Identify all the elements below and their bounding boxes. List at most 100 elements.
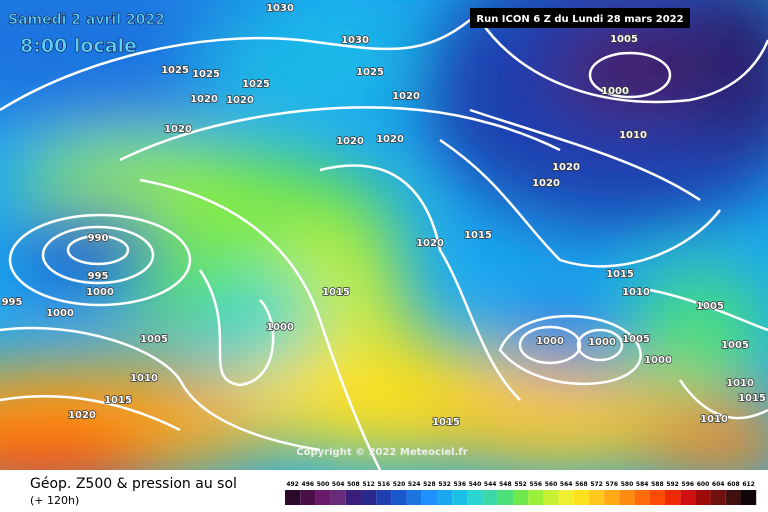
- scale-label: 524: [408, 481, 421, 488]
- scale-swatch: [285, 490, 301, 505]
- isobar-label: 1020: [226, 95, 254, 106]
- scale-label: 600: [697, 481, 710, 488]
- scale-swatch: [376, 490, 392, 505]
- scale-swatch: [437, 490, 453, 505]
- scale-label: 548: [499, 481, 512, 488]
- date: Samedi 2 avril 2022: [8, 12, 165, 28]
- isobar-label: 1000: [601, 86, 629, 97]
- run-info: Run ICON 6 Z du Lundi 28 mars 2022: [476, 14, 683, 25]
- footer-subtitle: (+ 120h): [30, 494, 79, 507]
- isobar-label: 1000: [86, 287, 114, 298]
- scale-label: 492: [286, 481, 299, 488]
- scale-swatch: [573, 490, 589, 505]
- isobar-label: 1015: [104, 395, 132, 406]
- isobar-label: 1020: [68, 410, 96, 421]
- isobar-label: 1000: [46, 308, 74, 319]
- isobar-label: 1015: [606, 269, 634, 280]
- isobar-label: 1015: [322, 287, 350, 298]
- scale-swatch: [467, 490, 483, 505]
- scale-swatch: [665, 490, 681, 505]
- scale-swatch: [452, 490, 468, 505]
- scale-label: 568: [575, 481, 588, 488]
- isobar-label: 1015: [432, 417, 460, 428]
- isobar-label: 1000: [266, 322, 294, 333]
- scale-swatch: [482, 490, 498, 505]
- scale-swatch: [300, 490, 316, 505]
- scale-label: 544: [484, 481, 497, 488]
- scale-swatch: [589, 490, 605, 505]
- isobar-label: 1020: [164, 124, 192, 135]
- isobar-label: 1020: [392, 91, 420, 102]
- isobar-label: 1000: [588, 337, 616, 348]
- scale-swatch: [513, 490, 529, 505]
- isobar-label: 1020: [532, 178, 560, 189]
- isobar-label: 1015: [464, 230, 492, 241]
- isobar-label: 1010: [619, 130, 647, 141]
- scale-swatch: [649, 490, 665, 505]
- scale-swatch: [710, 490, 726, 505]
- scale-label: 536: [454, 481, 467, 488]
- isobar-label: 1005: [622, 334, 650, 345]
- isobar-label: 990: [88, 233, 109, 244]
- isobar-label: 1005: [610, 34, 638, 45]
- scale-label: 508: [347, 481, 360, 488]
- footer-title: Géop. Z500 & pression au sol: [30, 476, 237, 492]
- scale-label: 560: [545, 481, 558, 488]
- isobar-label: 1000: [644, 355, 672, 366]
- scale-swatch: [543, 490, 559, 505]
- scale-swatch: [406, 490, 422, 505]
- scale-label: 596: [682, 481, 695, 488]
- isobar-label: 995: [2, 297, 23, 308]
- isobar-label: 1020: [416, 238, 444, 249]
- scale-swatch: [345, 490, 361, 505]
- scale-swatch: [361, 490, 377, 505]
- scale-label: 608: [727, 481, 740, 488]
- run-box: [470, 8, 690, 28]
- scale-swatch: [634, 490, 650, 505]
- scale-swatch: [725, 490, 741, 505]
- scale-swatch: [528, 490, 544, 505]
- scale-swatch: [604, 490, 620, 505]
- isobar-label: 1010: [622, 287, 650, 298]
- scale-swatch: [619, 490, 635, 505]
- scale-swatch: [421, 490, 437, 505]
- scale-label: 612: [742, 481, 755, 488]
- scale-label: 604: [712, 481, 725, 488]
- scale-swatch: [315, 490, 331, 505]
- isobar-label: 1020: [336, 136, 364, 147]
- scale-label: 576: [606, 481, 619, 488]
- isobar-label: 1020: [552, 162, 580, 173]
- scale-label: 516: [378, 481, 391, 488]
- isobar-label: 1005: [140, 334, 168, 345]
- scale-label: 556: [530, 481, 543, 488]
- isobar-label: 1005: [721, 340, 749, 351]
- isobar-label: 1010: [700, 414, 728, 425]
- isobar-label: 1005: [696, 301, 724, 312]
- scale-swatch: [695, 490, 711, 505]
- isobar-label: 995: [88, 271, 109, 282]
- isobar-label: 1025: [161, 65, 189, 76]
- scale-label: 540: [469, 481, 482, 488]
- isobar-label: 1025: [356, 67, 384, 78]
- scale-label: 504: [332, 481, 345, 488]
- isobar-label: 1020: [190, 94, 218, 105]
- scale-label: 528: [423, 481, 436, 488]
- isobar-label: 1020: [376, 134, 404, 145]
- scale-swatch: [497, 490, 513, 505]
- scale-label: 584: [636, 481, 649, 488]
- isobar-label: 1030: [341, 35, 369, 46]
- time: 8:00 locale: [20, 35, 137, 57]
- isobar-label: 1015: [738, 393, 766, 404]
- isobar-label: 1010: [726, 378, 754, 389]
- scale-label: 592: [666, 481, 679, 488]
- scale-label: 552: [514, 481, 527, 488]
- scale-label: 500: [317, 481, 330, 488]
- scale-swatch: [741, 490, 757, 505]
- isobar-label: 1025: [192, 69, 220, 80]
- isobar-label: 1000: [536, 336, 564, 347]
- scale-label: 496: [302, 481, 315, 488]
- scale-label: 512: [362, 481, 375, 488]
- copyright: Copyright © 2022 Meteociel.fr: [296, 447, 467, 458]
- scale-swatch: [558, 490, 574, 505]
